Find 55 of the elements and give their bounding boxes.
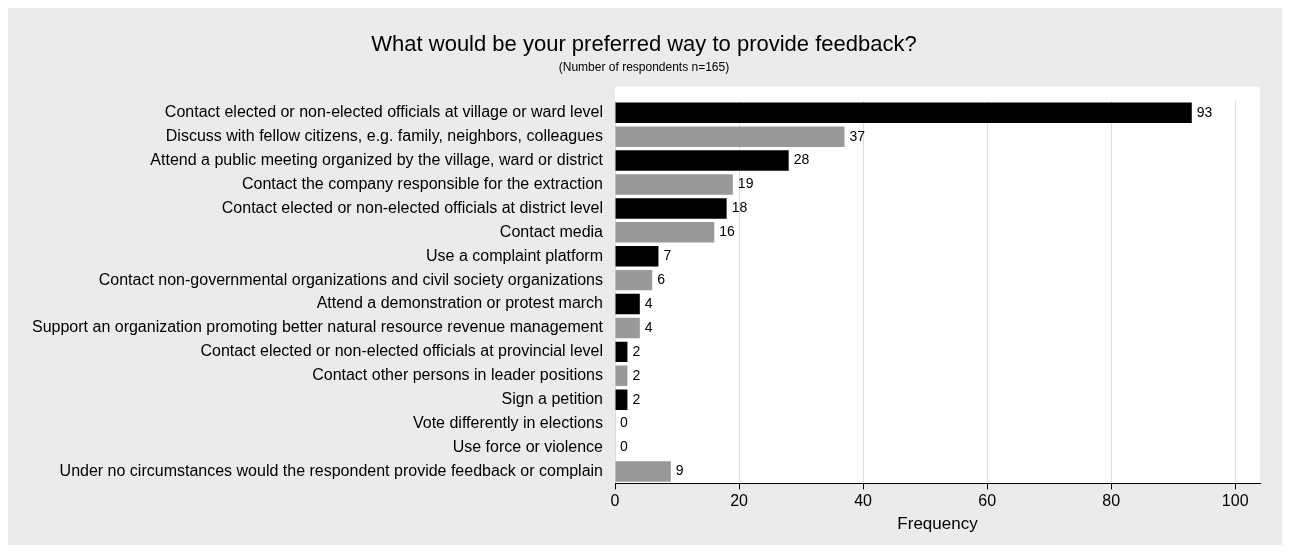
y-tick-label: Contact elected or non-elected officials at district level <box>221 198 604 216</box>
data-label: 16 <box>719 223 736 240</box>
data-label: 37 <box>849 127 866 144</box>
data-label: 93 <box>1196 103 1213 120</box>
y-tick-label: Contact media <box>499 222 604 240</box>
y-tick-label: Contact the company responsible for the extraction <box>241 174 604 192</box>
y-tick-label: Contact non-governmental organizations and civil society organizations <box>98 270 604 288</box>
data-label: 28 <box>793 151 810 168</box>
data-label: 7 <box>663 247 672 264</box>
bar <box>615 174 733 195</box>
y-tick-label: Under no circumstances would the respondent provide feedback or complain <box>59 461 604 479</box>
y-tick-label: Use a complaint platform <box>426 246 604 264</box>
bar <box>615 389 628 410</box>
x-tick-label: 40 <box>854 492 873 510</box>
bar <box>615 461 671 482</box>
y-tick-label: Contact other persons in leader positions <box>312 366 604 384</box>
y-tick-label: Discuss with fellow citizens, e.g. family, neighbors, colleagues <box>165 127 604 145</box>
x-tick-label: 80 <box>1102 492 1121 510</box>
chart-title: What would be your preferred way to provide feedback? <box>371 31 917 57</box>
data-label: 2 <box>632 366 641 383</box>
data-label: 19 <box>737 175 754 192</box>
data-label: 9 <box>675 462 684 479</box>
bar <box>615 293 640 315</box>
data-label: 0 <box>620 438 629 455</box>
y-tick-label: Support an organization promoting better natural resource revenue management <box>32 318 604 336</box>
y-tick-label: Vote differently in elections <box>412 414 604 432</box>
bar <box>615 198 727 219</box>
x-tick-label: 0 <box>610 492 620 510</box>
bar <box>615 246 659 267</box>
bar <box>615 102 1192 123</box>
y-tick-label: Attend a public meeting organized by the village, ward or district <box>150 150 604 168</box>
data-label: 6 <box>657 271 666 287</box>
bar <box>615 150 789 171</box>
bar <box>615 222 715 243</box>
data-label: 2 <box>632 342 641 359</box>
bar <box>615 269 653 291</box>
data-label: 4 <box>644 318 653 335</box>
bar <box>615 317 640 339</box>
data-label: 0 <box>620 414 629 431</box>
y-tick-label: Attend a demonstration or protest march <box>316 294 604 312</box>
data-label: 2 <box>632 390 641 407</box>
y-tick-label: Sign a petition <box>501 390 604 408</box>
chart-subtitle: (Number of respondents n=165) <box>558 59 730 74</box>
x-tick-label: 20 <box>730 492 749 510</box>
bar <box>615 365 628 387</box>
bar <box>615 126 845 147</box>
x-tick-label: 100 <box>1221 492 1249 510</box>
y-tick-label: Contact elected or non-elected officials at provincial level <box>200 342 604 360</box>
data-label: 18 <box>731 199 748 216</box>
x-axis-title: Frequency <box>897 514 979 534</box>
data-label: 4 <box>644 294 653 311</box>
y-tick-label: Contact elected or non-elected officials at village or ward level <box>164 103 604 121</box>
x-tick-label: 60 <box>978 492 997 510</box>
bar <box>615 341 628 363</box>
y-tick-label: Use force or violence <box>452 437 604 455</box>
